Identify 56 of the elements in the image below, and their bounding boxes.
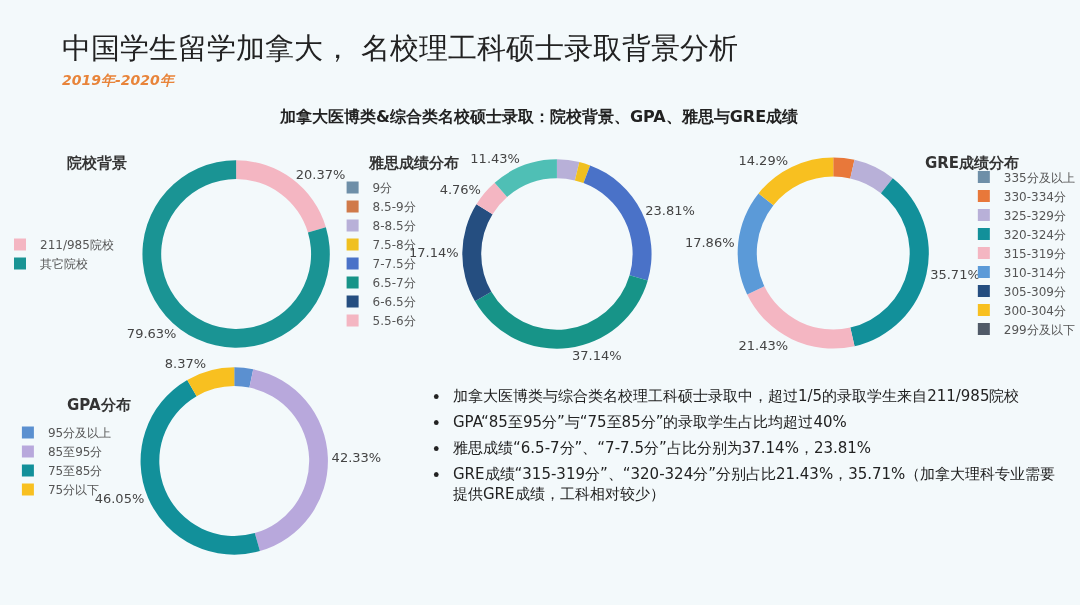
legend-label: 85至95分 — [47, 445, 103, 460]
chart-title: GRE成绩分布 — [925, 154, 1020, 172]
data-label: 23.81% — [645, 202, 695, 218]
data-label: 14.29% — [738, 153, 789, 169]
data-label: 11.43% — [470, 151, 520, 167]
legend-label: 6-6.5分 — [372, 295, 416, 310]
text: 2019年-2020年 — [62, 72, 176, 88]
donut-slice — [574, 162, 591, 184]
chart-title: 雅思成绩分布 — [368, 154, 459, 172]
data-label: 21.43% — [738, 337, 789, 353]
data-label: 79.63% — [126, 326, 177, 342]
donut-slice — [737, 193, 774, 295]
legend-label: 75至85分 — [47, 464, 103, 479]
text: 加拿大医博类&综合类名校硕士录取：院校背景、GPA、雅思与GRE成绩 — [279, 107, 799, 126]
donut-slice — [556, 159, 580, 181]
donut-slice — [187, 367, 235, 397]
donut-slice — [833, 157, 855, 179]
text: 加拿大医博类与综合类名校理工科硕士录取中，超过1/5的录取学生来自211/985院校 — [453, 387, 1020, 405]
legend-label: 315-319分 — [1003, 246, 1066, 261]
legend-label: 7-7.5分 — [372, 257, 416, 272]
legend-label: 5.5-6分 — [372, 314, 416, 329]
text: GPA分布 — [67, 396, 131, 414]
data-label: 35.71% — [930, 267, 980, 283]
legend-label: 320-324分 — [1003, 227, 1066, 242]
legend-label: 299分及以下 — [1003, 322, 1075, 337]
data-label: 42.33% — [331, 450, 382, 466]
chart-title: 院校背景 — [67, 154, 127, 172]
legend-label: 305-309分 — [1003, 284, 1066, 299]
donut-slice — [850, 178, 929, 347]
donut-slice — [234, 367, 254, 388]
data-label: 17.86% — [684, 234, 735, 250]
legend-label: 300-304分 — [1003, 303, 1066, 318]
legend-label: 335分及以上 — [1003, 170, 1075, 185]
legend-label: 6.5-7分 — [372, 276, 416, 291]
data-label: 46.05% — [94, 491, 145, 507]
legend-label: 310-314分 — [1003, 265, 1066, 280]
legend-label: 8-8.5分 — [372, 219, 416, 234]
legend-label: 8.5-9分 — [372, 200, 416, 215]
data-label: 20.37% — [295, 166, 346, 182]
donut-slice — [850, 159, 893, 194]
donut-slice — [462, 204, 493, 302]
text: 雅思成绩“6.5-7分”、“7-7.5分”占比分别为37.14%，23.81% — [453, 439, 872, 457]
text: GRE成绩“315-319分”、“320-324分”分别占比21.43%，35.71%（加拿大理科专业需要提供GRE成绩，工科相对较少） — [453, 465, 1056, 503]
donut-slice — [249, 369, 328, 552]
legend-label: 其它院校 — [40, 257, 88, 272]
data-label: 8.37% — [164, 356, 207, 372]
legend-label: 330-334分 — [1003, 189, 1066, 204]
legend-label: 211/985院校 — [40, 238, 114, 253]
text: 中国学生留学加拿大， 名校理工科硕士录取背景分析 — [62, 31, 739, 65]
text: GPA“85至95分”与“75至85分”的录取学生占比均超过40% — [453, 413, 847, 431]
data-label: 4.76% — [439, 182, 481, 198]
legend-label: 325-329分 — [1003, 208, 1066, 223]
donut-slice — [474, 275, 648, 349]
data-label: 37.14% — [571, 347, 622, 363]
legend-label: 9分 — [372, 181, 393, 196]
legend-label: 95分及以上 — [47, 426, 112, 441]
